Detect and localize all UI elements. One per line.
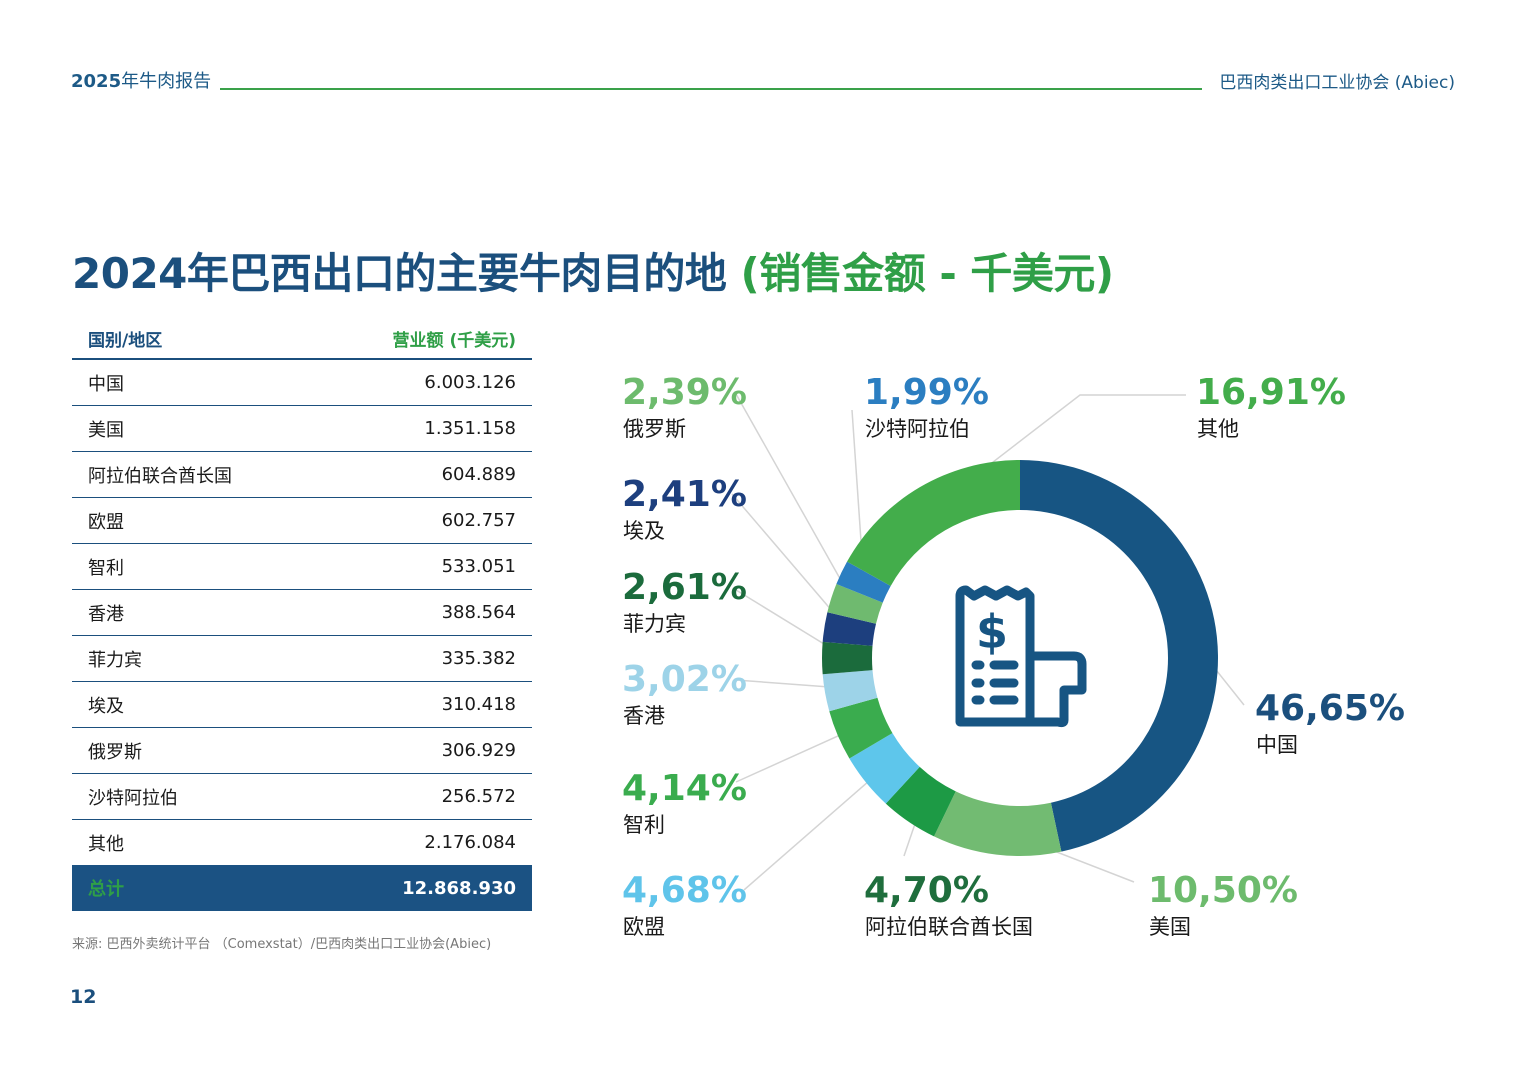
page-title: 2024年巴西出口的主要牛肉目的地 (销售金额 - 千美元) [72, 240, 1114, 301]
row-value: 1.351.158 [424, 418, 516, 439]
row-value: 602.757 [441, 510, 516, 531]
row-country: 沙特阿拉伯 [88, 787, 178, 809]
row-country: 香港 [88, 603, 124, 625]
total-label: 总计 [88, 879, 124, 900]
row-value: 2.176.084 [424, 832, 516, 853]
report-title: 年牛肉报告 [121, 71, 212, 92]
slice-4 [829, 697, 893, 759]
row-country: 欧盟 [88, 511, 124, 533]
slice-name-label: 沙特阿拉伯 [865, 417, 970, 441]
slice-6 [821, 641, 873, 675]
slice-name-label: 欧盟 [623, 915, 665, 939]
page-number: 12 [70, 986, 97, 1008]
table-row: 俄罗斯 306.929 [72, 728, 532, 774]
slice-percent-label: 4,14% [622, 768, 747, 809]
total-value: 12.868.930 [402, 877, 516, 899]
row-value: 604.889 [441, 464, 516, 485]
export-table: 国别/地区 营业额 (千美元) 中国 6.003.126 美国 1.351.158 阿拉… [72, 318, 532, 911]
slice-percent-label: 10,50% [1148, 870, 1298, 911]
row-value: 533.051 [441, 556, 516, 577]
table-total-row: 总计 12.868.930 [72, 865, 532, 911]
slice-name-label: 香港 [623, 704, 665, 728]
title-main: 2024年巴西出口的主要牛肉目的地 [72, 249, 727, 298]
slice-name-label: 埃及 [623, 519, 665, 543]
row-country: 智利 [88, 557, 124, 579]
row-value: 6.003.126 [424, 372, 516, 393]
col-value-header: 营业额 (千美元) [392, 330, 516, 351]
col-country-header: 国别/地区 [88, 330, 163, 351]
slice-percent-label: 2,61% [622, 567, 747, 608]
slice-name-label: 其他 [1197, 417, 1239, 441]
leader-line [743, 766, 886, 891]
table-header: 国别/地区 营业额 (千美元) [72, 318, 532, 360]
table-row: 智利 533.051 [72, 544, 532, 590]
donut-slices [821, 460, 1218, 856]
slice-9 [836, 561, 891, 603]
slice-2 [885, 766, 956, 837]
slice-percent-label: 4,68% [622, 870, 747, 911]
leader-line [735, 393, 856, 606]
table-row: 中国 6.003.126 [72, 360, 532, 406]
receipt-dollar-icon: $ [955, 585, 1087, 728]
slice-percent-label: 2,39% [622, 372, 747, 413]
slice-percent-label: 3,02% [622, 659, 747, 700]
row-value: 388.564 [441, 602, 516, 623]
slice-name-label: 美国 [1149, 915, 1191, 939]
table-body: 中国 6.003.126 美国 1.351.158 阿拉伯联合酋长国 604.889 欧盟 6… [72, 360, 532, 865]
slice-percent-label: 46,65% [1255, 688, 1405, 729]
slice-name-label: 阿拉伯联合酋长国 [865, 915, 1033, 939]
slice-labels: 46,65% 中国 10,50% 美国 4,70% 阿拉伯联合酋长国 4,68% 欧盟 4,14… [622, 372, 1405, 939]
row-country: 其他 [88, 833, 124, 855]
title-sub: (销售金额 - 千美元) [740, 249, 1115, 298]
source-note: 来源: 巴西外卖统计平台 （Comexstat）/巴西肉类出口工业协会(Abie… [72, 937, 492, 952]
org-name: 巴西肉类出口工业协会 (Abiec) [1219, 73, 1455, 93]
slice-name-label: 中国 [1256, 733, 1298, 757]
slice-percent-label: 4,70% [864, 870, 989, 911]
slice-1 [934, 791, 1062, 856]
svg-text:$: $ [976, 605, 1008, 659]
table-row: 菲力宾 335.382 [72, 636, 532, 682]
slice-10 [847, 460, 1020, 586]
slice-7 [822, 612, 877, 646]
slice-percent-label: 1,99% [864, 372, 989, 413]
table-row: 美国 1.351.158 [72, 406, 532, 452]
header-rule [220, 88, 1202, 90]
row-country: 埃及 [88, 695, 124, 717]
row-country: 美国 [88, 419, 124, 441]
slice-name-label: 菲力宾 [623, 612, 686, 636]
slice-8 [827, 583, 883, 624]
slice-name-label: 智利 [623, 813, 665, 837]
row-value: 310.418 [441, 694, 516, 715]
slice-0 [1020, 460, 1218, 852]
row-country: 俄罗斯 [88, 741, 142, 763]
table-row: 香港 388.564 [72, 590, 532, 636]
slice-percent-label: 2,41% [622, 474, 747, 515]
row-country: 菲力宾 [88, 649, 142, 671]
slice-5 [822, 670, 878, 712]
row-value: 335.382 [441, 648, 516, 669]
report-year: 2025 [71, 71, 122, 92]
row-value: 256.572 [441, 786, 516, 807]
table-row: 欧盟 602.757 [72, 498, 532, 544]
table-row: 其他 2.176.084 [72, 820, 532, 865]
row-value: 306.929 [441, 740, 516, 761]
row-country: 中国 [88, 373, 124, 395]
slice-name-label: 俄罗斯 [623, 417, 686, 441]
table-row: 埃及 310.418 [72, 682, 532, 728]
table-row: 阿拉伯联合酋长国 604.889 [72, 452, 532, 498]
slice-3 [849, 733, 920, 804]
slice-percent-label: 16,91% [1196, 372, 1346, 413]
row-country: 阿拉伯联合酋长国 [88, 465, 232, 487]
table-row: 沙特阿拉伯 256.572 [72, 774, 532, 820]
report-header: 2025年牛肉报告 [71, 67, 211, 93]
